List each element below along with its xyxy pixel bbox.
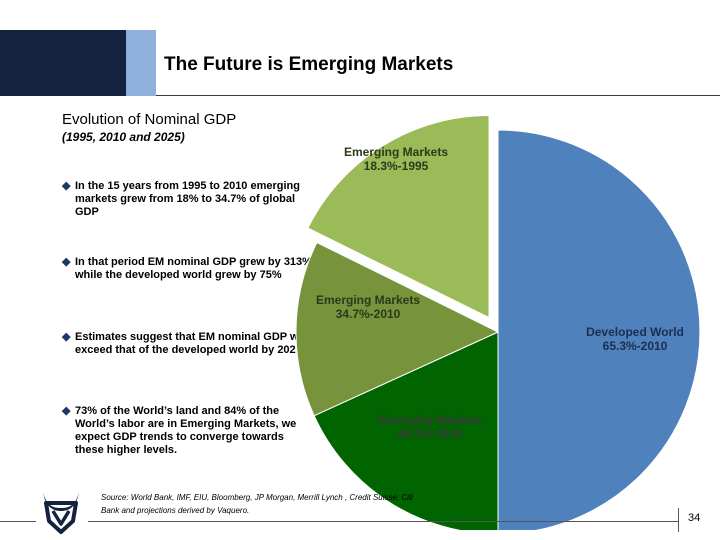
pie-label-3: Emerging Markets 34.7%-2010 — [316, 293, 420, 321]
footer-tick — [678, 508, 679, 532]
pie-label-value: 34.7%-2010 — [336, 307, 401, 321]
bullet-text: In the 15 years from 1995 to 2010 emergi… — [75, 180, 300, 218]
source-note: Source: World Bank, IMF, EIU, Bloomberg,… — [101, 493, 413, 515]
diamond-bullet-icon: ◆ — [62, 180, 71, 192]
header-rule — [156, 95, 720, 96]
header-light-block — [126, 30, 156, 96]
pie-label-2: Emerging Markets 49.3%-2025 — [378, 413, 482, 441]
pie-slice-4 — [307, 115, 490, 319]
gdp-pie-chart: Developed World 65.3%-2010 Emerging Market… — [295, 115, 701, 530]
pie-slice-2 — [313, 331, 499, 530]
diamond-bullet-icon: ◆ — [62, 256, 71, 268]
page-number: 34 — [688, 512, 701, 524]
pie-label-value: 18.3%-1995 — [364, 159, 429, 173]
bullet-text: In that period EM nominal GDP grew by 31… — [75, 256, 312, 281]
bullet-text: 73% of the World’s land and 84% of the W… — [75, 405, 297, 456]
pie-label-4: Emerging Markets 18.3%-1995 — [344, 145, 448, 173]
bullet-text: Estimates suggest that EM nominal GDP wi… — [75, 331, 308, 356]
chart-subtitle: Evolution of Nominal GDP — [62, 111, 237, 128]
chart-years: (1995, 2010 and 2025) — [62, 130, 185, 144]
diamond-bullet-icon: ◆ — [62, 405, 71, 417]
pie-label-value: 65.3%-2010 — [603, 339, 668, 353]
bullet-3: ◆ Estimates suggest that EM nominal GDP … — [62, 331, 314, 357]
pie-label-name: Emerging Markets — [378, 413, 482, 427]
bullet-2: ◆ In that period EM nominal GDP grew by … — [62, 256, 314, 282]
diamond-bullet-icon: ◆ — [62, 331, 71, 343]
footer-rule-right — [88, 521, 678, 522]
pie-slice-3 — [295, 241, 500, 417]
page-title: The Future is Emerging Markets — [164, 54, 454, 75]
header-dark-block — [0, 30, 126, 96]
pie-label-name: Emerging Markets — [344, 145, 448, 159]
pie-label-name: Emerging Markets — [316, 293, 420, 307]
pie-label-name: Developed World — [586, 325, 684, 339]
pie-label-value: 49.3%-2025 — [398, 427, 463, 441]
bullet-4: ◆ 73% of the World’s land and 84% of the… — [62, 405, 314, 457]
bullet-1: ◆ In the 15 years from 1995 to 2010 emer… — [62, 180, 314, 219]
pie-slice-1 — [497, 129, 701, 530]
bull-logo-icon — [43, 493, 79, 534]
pie-label-1: Developed World 65.3%-2010 — [586, 325, 684, 353]
footer-rule-left — [0, 521, 36, 522]
